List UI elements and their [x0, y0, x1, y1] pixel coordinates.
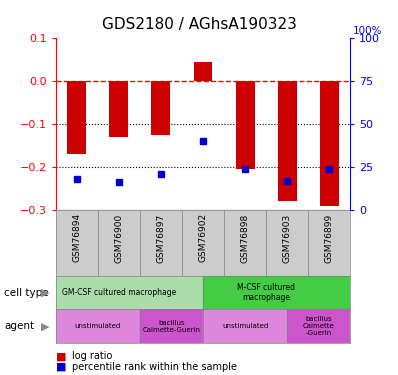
Text: cell type: cell type [4, 288, 49, 297]
Bar [193, 62, 213, 81]
Bar [140, 309, 203, 343]
Bar [56, 309, 140, 343]
Text: GDS2180 / AGhsA190323: GDS2180 / AGhsA190323 [101, 17, 297, 32]
Text: GSM76898: GSM76898 [240, 213, 250, 262]
Text: GSM76903: GSM76903 [283, 213, 292, 262]
Text: ▶: ▶ [41, 288, 49, 297]
Text: GSM76894: GSM76894 [72, 213, 81, 262]
Text: bacillus
Calmette
-Guerin: bacillus Calmette -Guerin [303, 316, 335, 336]
Text: log ratio: log ratio [72, 351, 112, 361]
Bar [203, 309, 287, 343]
Text: GSM76902: GSM76902 [199, 213, 207, 262]
Text: percentile rank within the sample: percentile rank within the sample [72, 362, 237, 372]
Text: bacillus
Calmette-Guerin: bacillus Calmette-Guerin [142, 320, 201, 333]
Bar [236, 81, 255, 169]
Bar [287, 309, 350, 343]
Text: unstimulated: unstimulated [75, 323, 121, 329]
Bar [109, 81, 128, 137]
Text: ▶: ▶ [41, 321, 49, 331]
Bar [67, 81, 86, 154]
Text: unstimulated: unstimulated [222, 323, 268, 329]
Text: agent: agent [4, 321, 34, 331]
Bar [203, 276, 350, 309]
Bar [278, 81, 297, 201]
Bar [151, 81, 170, 135]
Text: ■: ■ [56, 351, 66, 361]
Text: ■: ■ [56, 362, 66, 372]
Text: GSM76897: GSM76897 [156, 213, 166, 262]
Text: GM-CSF cultured macrophage: GM-CSF cultured macrophage [62, 288, 176, 297]
Text: GSM76900: GSM76900 [114, 213, 123, 262]
Text: 100%: 100% [353, 26, 382, 36]
Bar [56, 276, 203, 309]
Text: GSM76899: GSM76899 [325, 213, 334, 262]
Bar [320, 81, 339, 206]
Text: M-CSF cultured
macrophage: M-CSF cultured macrophage [237, 283, 295, 302]
